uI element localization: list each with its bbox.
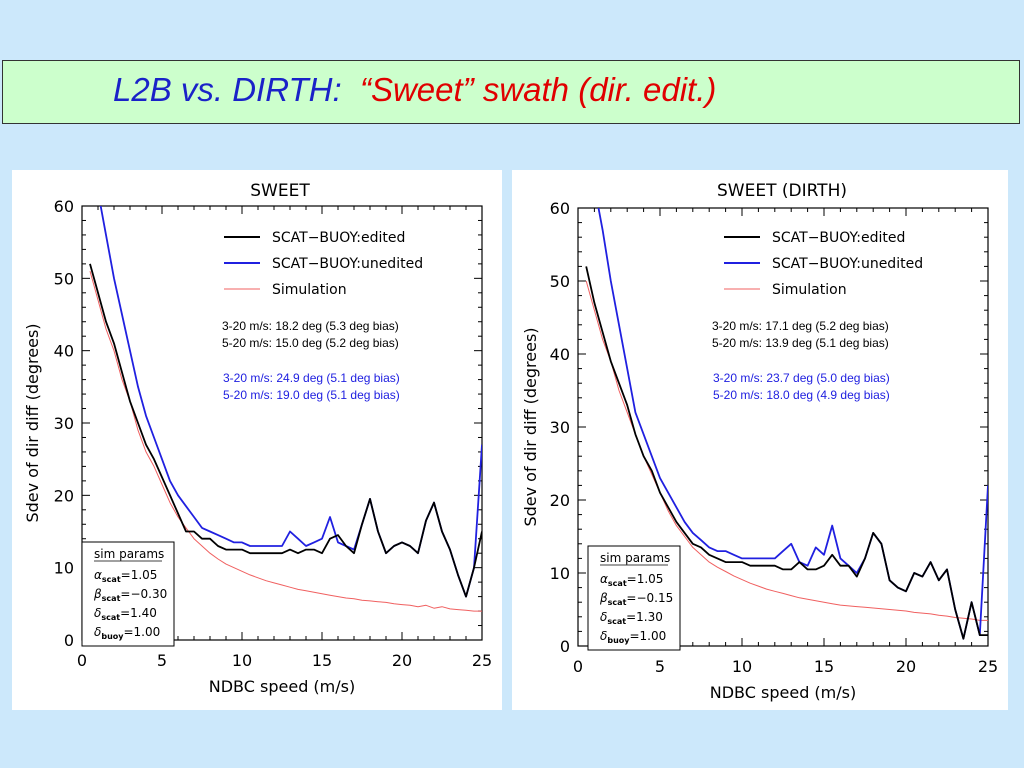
chart-sweet: SWEET 0 5 10 15 20 25 0 10 20 30 40 50 60 NDBC speed (… xyxy=(23,181,492,696)
y-tick-label: 40 xyxy=(550,345,570,364)
title-bar: L2B vs. DIRTH: “Sweet” swath (dir. edit.… xyxy=(2,60,1020,124)
y-tick-label: 10 xyxy=(550,564,570,583)
y-axis-label: Sdev of dir diff (degrees) xyxy=(23,323,42,522)
chart-title: SWEET xyxy=(250,181,310,201)
y-tick-label: 50 xyxy=(550,272,570,291)
y-tick-label: 20 xyxy=(550,491,570,510)
series-line-simulation xyxy=(89,270,482,612)
sim-params-heading: sim params xyxy=(600,551,670,565)
y-tick-label: 10 xyxy=(54,559,74,578)
series-group xyxy=(89,206,482,612)
series-line-edited xyxy=(585,266,988,640)
sim-param-row: αscat=1.05 xyxy=(600,572,663,588)
x-tick-label: 15 xyxy=(312,651,332,670)
sim-params-box xyxy=(587,545,681,651)
y-tick-label: 30 xyxy=(54,414,74,433)
y-tick-label: 40 xyxy=(54,342,74,361)
chart-sweet-dirth: SWEET (DIRTH) 0 5 10 15 20 25 0 10 20 30 40 50 60 NDBC… xyxy=(521,181,998,702)
sim-param-row: δscat=1.40 xyxy=(94,606,157,622)
sim-param-row: αscat=1.05 xyxy=(94,568,157,584)
x-tick-label: 25 xyxy=(472,651,492,670)
y-tick-label: 0 xyxy=(560,637,570,656)
series-line-edited xyxy=(89,263,482,598)
x-tick-label: 20 xyxy=(896,657,916,676)
sim-param-row: δbuoy=1.00 xyxy=(600,629,666,645)
x-tick-label: 20 xyxy=(392,651,412,670)
stats-edited-line: 5-20 m/s: 13.9 deg (5.1 deg bias) xyxy=(712,336,889,350)
legend-unedited-label: SCAT−BUOY:unedited xyxy=(772,256,923,272)
stats-unedited-line: 5-20 m/s: 19.0 deg (5.1 deg bias) xyxy=(223,388,400,402)
stats-unedited-line: 5-20 m/s: 18.0 deg (4.9 deg bias) xyxy=(713,388,890,402)
stats-edited-line: 3-20 m/s: 18.2 deg (5.3 deg bias) xyxy=(222,319,399,333)
sim-params-box xyxy=(81,541,175,647)
sim-param-row: βscat=−0.30 xyxy=(93,587,167,603)
y-axis-label: Sdev of dir diff (degrees) xyxy=(521,327,540,526)
stats-unedited-line: 3-20 m/s: 23.7 deg (5.0 deg bias) xyxy=(713,371,890,385)
legend-edited-label: SCAT−BUOY:edited xyxy=(272,230,405,246)
y-tick-label: 20 xyxy=(54,486,74,505)
legend-unedited-label: SCAT−BUOY:unedited xyxy=(272,256,423,272)
slide-title-accent: “Sweet” swath (dir. edit.) xyxy=(359,71,717,108)
legend-simulation-label: Simulation xyxy=(272,282,347,298)
sim-param-row: βscat=−0.15 xyxy=(599,591,673,607)
legend-edited-label: SCAT−BUOY:edited xyxy=(772,230,905,246)
x-axis-label: NDBC speed (m/s) xyxy=(710,683,856,702)
series-line-simulation xyxy=(585,280,988,621)
sim-params-heading: sim params xyxy=(94,547,164,561)
stats-unedited-line: 3-20 m/s: 24.9 deg (5.1 deg bias) xyxy=(223,371,400,385)
x-tick-label: 10 xyxy=(732,657,752,676)
stats-edited-line: 3-20 m/s: 17.1 deg (5.2 deg bias) xyxy=(712,319,889,333)
stats-edited-line: 5-20 m/s: 15.0 deg (5.2 deg bias) xyxy=(222,336,399,350)
x-tick-label: 10 xyxy=(232,651,252,670)
x-tick-label: 15 xyxy=(814,657,834,676)
sim-param-row: δscat=1.30 xyxy=(600,610,663,626)
y-tick-label: 50 xyxy=(54,269,74,288)
chart-panel-sweet-dirth: SWEET (DIRTH) 0 5 10 15 20 25 0 10 20 30 40 50 60 NDBC… xyxy=(512,170,1008,710)
y-tick-label: 0 xyxy=(64,631,74,650)
y-tick-label: 60 xyxy=(54,197,74,216)
x-tick-label: 0 xyxy=(77,651,87,670)
slide-title-main: L2B vs. DIRTH: xyxy=(113,71,342,108)
x-axis-label: NDBC speed (m/s) xyxy=(209,677,355,696)
y-tick-label: 30 xyxy=(550,418,570,437)
y-tick-label: 60 xyxy=(550,199,570,218)
x-tick-label: 0 xyxy=(573,657,583,676)
slide-title: L2B vs. DIRTH: “Sweet” swath (dir. edit.… xyxy=(113,71,716,109)
sim-param-row: δbuoy=1.00 xyxy=(94,625,160,641)
chart-title: SWEET (DIRTH) xyxy=(717,181,847,201)
chart-panel-sweet: SWEET 0 5 10 15 20 25 0 10 20 30 40 50 60 NDBC speed (… xyxy=(12,170,502,710)
series-group xyxy=(585,208,988,640)
x-tick-label: 5 xyxy=(157,651,167,670)
x-tick-label: 5 xyxy=(655,657,665,676)
x-tick-label: 25 xyxy=(978,657,998,676)
legend-simulation-label: Simulation xyxy=(772,282,847,298)
